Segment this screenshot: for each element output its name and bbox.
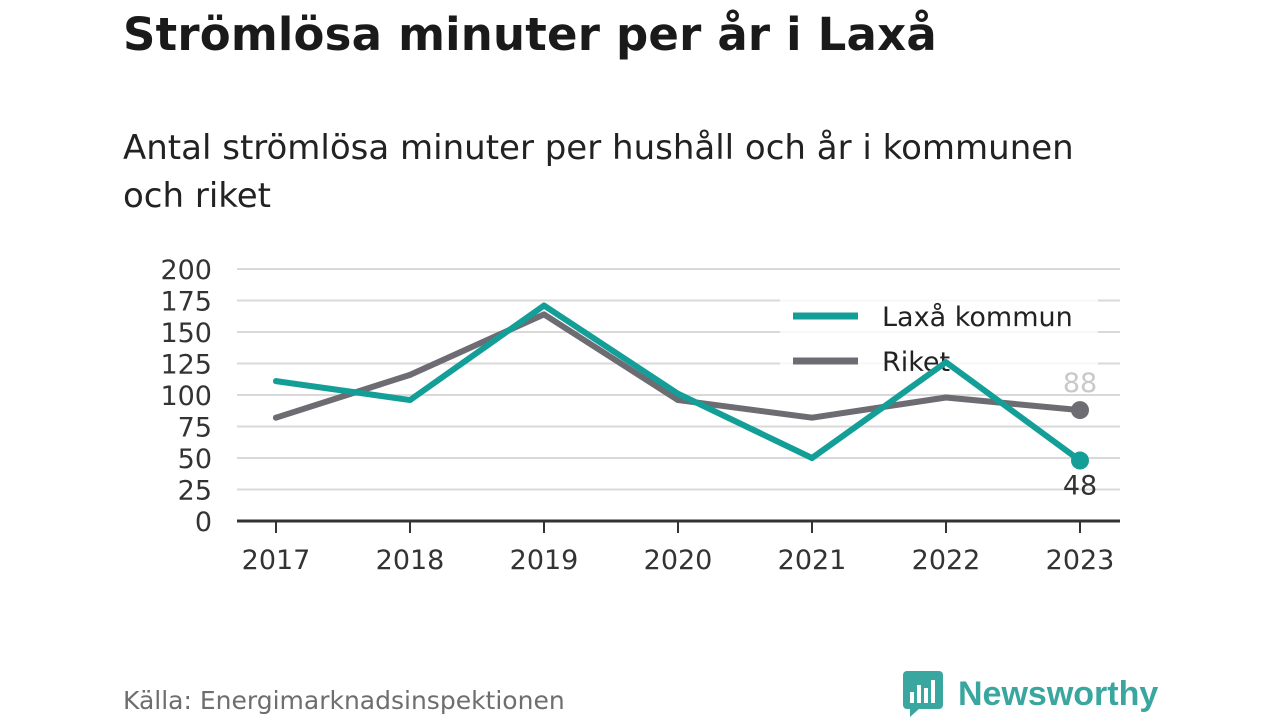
y-tick-label: 200 xyxy=(160,255,212,286)
legend: Laxå kommun Riket xyxy=(780,292,1098,386)
data-point-laxa xyxy=(809,455,815,461)
data-point-riket xyxy=(943,394,949,401)
data-point-riket xyxy=(407,371,413,378)
end-label-laxa: 48 xyxy=(1063,471,1097,502)
x-tick-label: 2022 xyxy=(912,545,981,576)
x-tick-label: 2021 xyxy=(778,545,847,576)
chart-subtitle: Antal strömlösa minuter per hushåll och … xyxy=(123,128,1074,216)
brand-logo[interactable]: Newsworthy xyxy=(902,670,1158,718)
data-point-riket xyxy=(273,414,279,421)
series-laxa xyxy=(273,302,1089,470)
y-tick-label: 125 xyxy=(160,350,212,381)
legend-label-laxa: Laxå kommun xyxy=(882,302,1073,333)
x-tick-label: 2019 xyxy=(510,545,579,576)
y-tick-label: 0 xyxy=(195,507,212,538)
data-point-laxa xyxy=(675,390,681,397)
y-tick-label: 75 xyxy=(178,413,212,444)
data-point-riket xyxy=(541,311,547,318)
x-tick-label: 2018 xyxy=(376,545,445,576)
legend-label-riket: Riket xyxy=(882,347,950,378)
y-tick-label: 175 xyxy=(160,287,212,318)
data-point-riket xyxy=(675,397,681,404)
x-tick-label: 2023 xyxy=(1046,545,1115,576)
series-riket xyxy=(273,311,1089,421)
y-tick-label: 150 xyxy=(160,318,212,349)
y-tick-label: 25 xyxy=(178,476,212,507)
x-axis-ticks: 2017 2018 2019 2020 2021 2022 2023 xyxy=(242,521,1115,576)
chart-title: Strömlösa minuter per år i Laxå xyxy=(123,8,937,61)
end-label-riket: 88 xyxy=(1063,368,1097,399)
end-point-laxa xyxy=(1071,451,1089,470)
data-point-laxa xyxy=(273,378,279,385)
y-tick-label: 100 xyxy=(160,381,212,412)
data-point-laxa xyxy=(541,302,547,309)
data-point-laxa xyxy=(407,397,413,404)
brand-name: Newsworthy xyxy=(958,674,1159,713)
end-point-riket xyxy=(1071,401,1089,420)
bar-chart-bubble-icon xyxy=(903,671,943,717)
x-tick-label: 2020 xyxy=(644,545,713,576)
x-tick-label: 2017 xyxy=(242,545,311,576)
data-point-laxa xyxy=(943,359,949,366)
y-tick-label: 50 xyxy=(178,444,212,475)
source-note: Källa: Energimarknadsinspektionen xyxy=(123,686,565,715)
data-point-riket xyxy=(809,414,815,421)
